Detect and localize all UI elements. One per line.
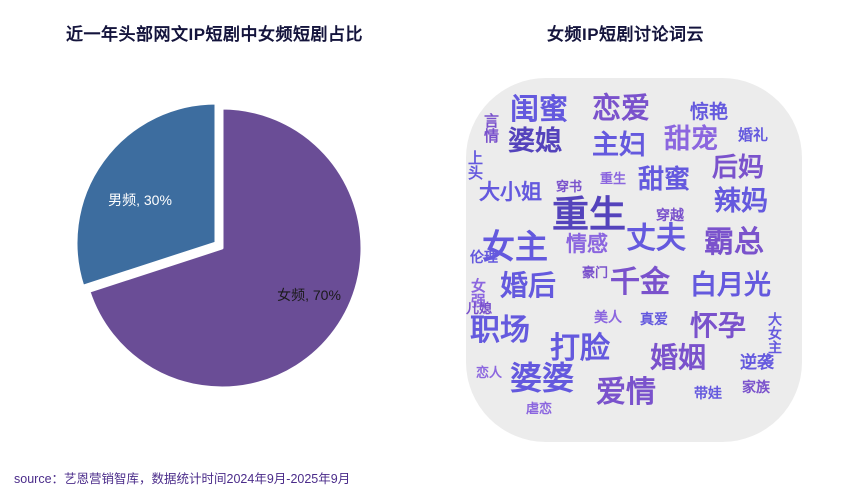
wordcloud-box: 言情 闺蜜 恋爱 惊艳 婆媳 主妇 甜宠 婚礼 上头 大小姐 穿书 重生 甜蜜 后妈 重生 辣妈 穿越 女主 情感丈… [466, 78, 802, 442]
cloud-word: 婚后 [500, 270, 557, 301]
cloud-word: 爱情 [596, 376, 656, 409]
cloud-word: 打脸 [550, 332, 610, 365]
cloud-word: 言情 [482, 113, 499, 143]
cloud-word: 惊艳 [690, 102, 729, 123]
cloud-word: 甜蜜 [638, 164, 691, 194]
cloud-word: 甜宠 [664, 124, 718, 154]
cloud-word: 闺蜜 [510, 94, 569, 126]
pie-chart-title: 近一年头部网文IP短剧中女频短剧占比 [66, 25, 364, 44]
pie-slice-label-女频: 女频, 70% [277, 287, 341, 303]
cloud-word: 千金 [610, 266, 670, 299]
cloud-word: 真爱 [640, 311, 668, 327]
cloud-word: 女主 [482, 228, 548, 265]
cloud-word: 恋人 [476, 365, 503, 380]
cloud-word: 霸总 [704, 226, 764, 259]
pie-slice-男频 [74, 101, 218, 288]
cloud-word: 白月光 [690, 270, 771, 300]
cloud-word: 大女主 [767, 312, 783, 354]
cloud-word: 后妈 [712, 152, 765, 182]
cloud-word: 儿媳 [466, 301, 493, 316]
cloud-word: 女强 [469, 278, 486, 308]
cloud-word: 带娃 [694, 385, 722, 401]
cloud-word: 恋爱 [592, 93, 651, 125]
cloud-word: 上头 [466, 150, 483, 180]
pie-chart: 女频, 70% 男频, 30% [72, 98, 372, 398]
cloud-word: 辣妈 [714, 186, 768, 216]
cloud-word: 穿书 [556, 179, 583, 194]
cloud-word: 主妇 [592, 130, 646, 160]
cloud-word: 情感 [566, 233, 608, 256]
pie-slice-label-男频: 男频, 30% [108, 192, 172, 208]
cloud-word: 婚姻 [650, 342, 707, 373]
cloud-word: 怀孕 [690, 310, 747, 341]
cloud-word: 家族 [742, 379, 770, 395]
cloud-word: 职场 [470, 314, 530, 347]
cloud-word: 大小姐 [479, 181, 542, 204]
cloud-word: 穿越 [656, 207, 684, 223]
pie-slice-女频 [87, 106, 364, 390]
wordcloud-title: 女频IP短剧讨论词云 [547, 25, 705, 44]
pie-svg [74, 101, 364, 390]
cloud-word: 丈夫 [626, 222, 686, 255]
cloud-word: 婆媳 [508, 126, 562, 156]
cloud-word: 婆婆 [510, 360, 575, 396]
cloud-word: 伦理 [470, 249, 498, 265]
cloud-word: 豪门 [582, 265, 609, 280]
cloud-word: 虐恋 [526, 401, 553, 416]
source-note: source：艺恩营销智库，数据统计时间2024年9月-2025年9月 [14, 472, 351, 486]
cloud-word: 重生 [552, 194, 626, 235]
cloud-word: 美人 [594, 309, 622, 325]
cloud-word: 婚礼 [738, 127, 769, 144]
cloud-word: 逆袭 [740, 353, 774, 372]
cloud-word: 重生 [600, 171, 627, 186]
